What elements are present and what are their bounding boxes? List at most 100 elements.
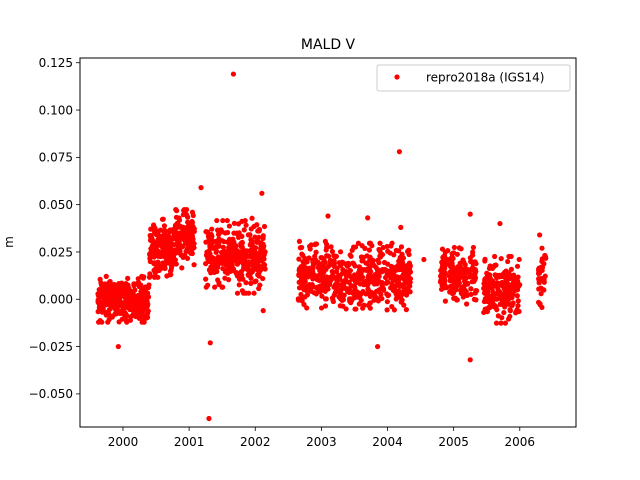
data-point	[249, 241, 255, 247]
data-point	[105, 291, 111, 297]
data-point	[498, 320, 504, 326]
data-point	[138, 282, 144, 288]
data-point	[243, 222, 249, 228]
data-point	[99, 309, 105, 315]
data-point	[400, 255, 406, 261]
data-point	[97, 276, 103, 282]
legend-entry-label: repro2018a (IGS14)	[426, 71, 544, 85]
data-point	[322, 303, 329, 309]
data-point	[181, 207, 187, 214]
data-point	[306, 282, 312, 288]
data-point	[209, 237, 215, 243]
x-tick-label: 2000	[108, 435, 139, 449]
data-point	[180, 212, 186, 218]
y-tick-label: 0.000	[39, 293, 73, 307]
data-point	[299, 281, 305, 287]
data-point	[203, 284, 209, 290]
data-point	[258, 245, 264, 251]
x-tick-label: 2001	[174, 435, 205, 449]
data-point	[514, 263, 521, 269]
data-point	[96, 305, 102, 311]
data-point	[378, 291, 384, 298]
data-point	[160, 250, 166, 256]
data-point	[222, 275, 228, 281]
data-point	[243, 280, 249, 286]
y-axis: −0.050 −0.025 0.000 0.025 0.050 0.075 0.100 0.1…	[29, 56, 80, 401]
data-point	[440, 255, 446, 261]
x-tick-label: 2004	[372, 435, 403, 449]
data-point	[473, 288, 479, 294]
data-point	[180, 224, 186, 230]
data-point	[347, 268, 353, 274]
data-point	[329, 268, 335, 275]
data-point	[248, 226, 254, 232]
data-point	[298, 264, 304, 270]
data-point	[450, 276, 456, 282]
data-point	[168, 261, 174, 267]
data-point	[259, 190, 265, 196]
data-point	[206, 234, 212, 241]
data-point	[234, 290, 241, 296]
data-point	[450, 270, 456, 276]
data-point	[167, 268, 174, 274]
data-point	[471, 296, 477, 302]
data-point	[107, 278, 113, 285]
data-point	[349, 297, 355, 304]
data-point	[388, 243, 394, 249]
data-point	[161, 223, 167, 229]
data-point	[395, 263, 401, 269]
data-point	[230, 71, 237, 77]
data-point	[167, 235, 174, 241]
data-point	[214, 217, 220, 224]
data-point	[540, 287, 546, 293]
data-point	[164, 257, 170, 263]
data-point	[134, 298, 140, 305]
data-point	[204, 229, 211, 235]
data-point	[221, 239, 227, 245]
data-point	[464, 292, 470, 298]
data-point	[173, 261, 179, 267]
data-point	[103, 273, 109, 279]
data-point	[127, 317, 133, 323]
data-point	[389, 280, 395, 287]
data-point	[505, 297, 511, 303]
data-point	[404, 279, 410, 285]
data-point	[107, 300, 113, 306]
data-point	[482, 258, 488, 264]
data-point	[304, 292, 311, 298]
data-point	[115, 343, 121, 350]
data-point	[145, 294, 152, 300]
data-point	[319, 263, 325, 270]
data-point	[375, 343, 381, 350]
data-point	[301, 301, 307, 308]
data-point	[447, 289, 453, 295]
data-point	[511, 278, 517, 285]
data-point	[501, 298, 507, 304]
data-point	[216, 236, 222, 242]
data-point	[224, 229, 231, 236]
data-point	[483, 306, 489, 312]
data-point	[209, 226, 215, 232]
data-point	[343, 276, 349, 283]
data-point	[252, 245, 259, 251]
data-point	[376, 260, 382, 266]
data-point	[384, 279, 390, 285]
data-point	[339, 260, 345, 266]
data-point	[507, 275, 513, 282]
data-point	[226, 223, 232, 229]
data-point	[218, 249, 225, 256]
x-axis: 2000 2001 2002 2003 2004 2005 2006	[108, 427, 535, 449]
data-point	[322, 296, 329, 302]
data-point	[175, 247, 181, 253]
data-point	[508, 266, 515, 272]
data-point	[126, 305, 132, 311]
data-point	[247, 232, 253, 238]
data-point	[184, 240, 190, 246]
data-point	[441, 275, 448, 281]
data-point	[391, 267, 397, 274]
data-point	[358, 254, 365, 260]
data-point	[444, 260, 450, 266]
data-point	[539, 245, 545, 251]
data-point	[492, 262, 498, 268]
data-point	[296, 256, 302, 262]
